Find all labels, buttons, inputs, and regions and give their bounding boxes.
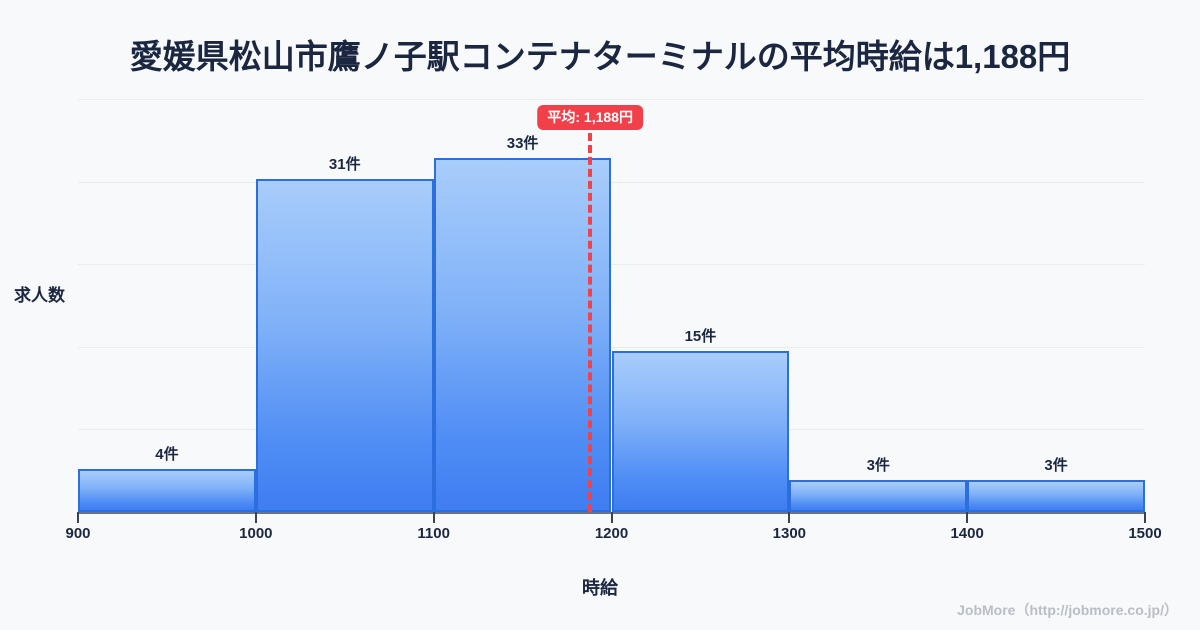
x-tick bbox=[432, 512, 435, 523]
y-axis-title: 求人数 bbox=[14, 286, 65, 305]
x-tick bbox=[254, 512, 257, 523]
bar-value-label: 3件 bbox=[866, 456, 890, 474]
x-tick bbox=[788, 512, 791, 523]
bar-value-label: 3件 bbox=[1044, 456, 1068, 474]
x-tick-label: 1300 bbox=[772, 525, 807, 542]
histogram-bar[interactable] bbox=[789, 479, 968, 512]
x-tick-label: 1000 bbox=[239, 525, 273, 542]
histogram-bar[interactable] bbox=[967, 479, 1145, 512]
histogram-bar[interactable] bbox=[433, 158, 612, 512]
x-tick-label: 900 bbox=[65, 525, 91, 542]
histogram-bar[interactable] bbox=[255, 179, 434, 512]
x-tick-label: 1200 bbox=[594, 525, 629, 542]
page-title: 愛媛県松山市鷹ノ子駅コンテナターミナルの平均時給は1,188円 bbox=[129, 38, 1071, 75]
x-tick-label: 1500 bbox=[1128, 525, 1162, 542]
x-tick bbox=[966, 512, 969, 523]
gridline bbox=[78, 99, 1145, 100]
x-axis-title: 時給 bbox=[582, 578, 618, 598]
gridline bbox=[78, 346, 1145, 348]
bar-value-label: 4件 bbox=[155, 446, 179, 464]
bar-value-label: 31件 bbox=[328, 156, 361, 174]
x-tick-label: 1400 bbox=[950, 525, 984, 542]
gridline bbox=[78, 264, 1145, 266]
average-dashed-line bbox=[588, 133, 593, 512]
bar-value-label: 15件 bbox=[684, 328, 717, 346]
x-tick bbox=[1144, 512, 1146, 523]
gridline bbox=[78, 181, 1145, 183]
x-tick-label: 1100 bbox=[417, 525, 450, 542]
histogram-bar[interactable] bbox=[78, 469, 256, 512]
average-badge: 平均: 1,188円 bbox=[537, 105, 643, 131]
histogram-bar[interactable] bbox=[611, 351, 790, 512]
x-tick bbox=[77, 512, 79, 523]
x-tick bbox=[610, 512, 613, 523]
watermark: JobMore（http://jobmore.co.jp/） bbox=[957, 602, 1178, 618]
bar-value-label: 33件 bbox=[506, 135, 539, 152]
